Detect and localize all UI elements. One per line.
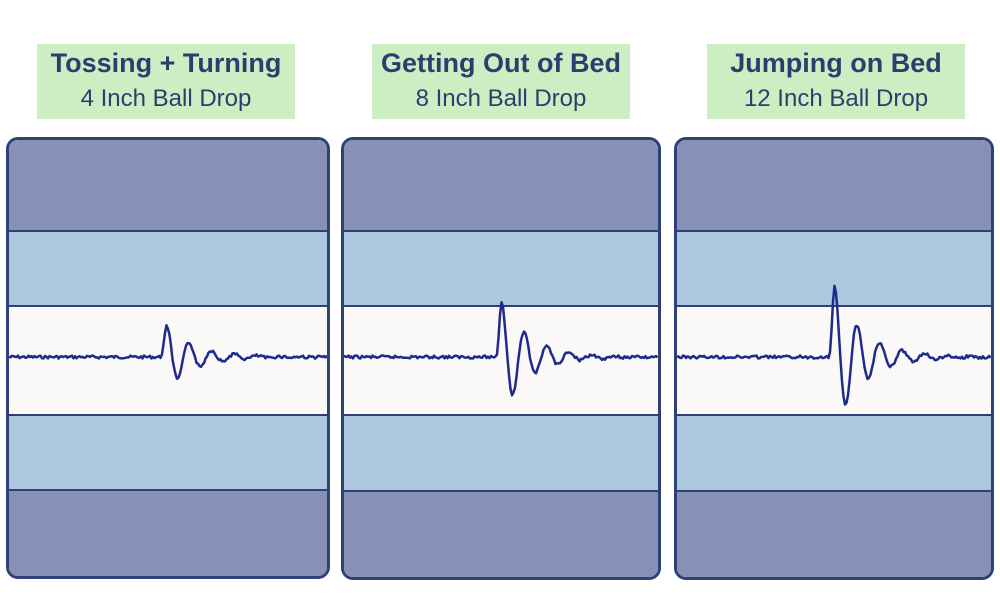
outer-band-top [677,140,991,230]
panel-subtitle: 8 Inch Ball Drop [415,85,587,112]
vibration-waveform [677,284,991,406]
waveform-line [9,324,327,380]
inner-band-bottom [9,414,327,489]
outer-band-bottom [9,489,327,576]
panel-header: Tossing + Turning 4 Inch Ball Drop [37,44,295,119]
waveform-line [344,301,658,397]
panel-header: Jumping on Bed 12 Inch Ball Drop [707,44,965,119]
inner-band-bottom [677,414,991,490]
center-band [9,305,327,414]
mattress-diagram [674,137,994,580]
panel-title: Tossing + Turning [50,48,282,78]
outer-band-top [344,140,658,230]
vibration-waveform [9,324,327,380]
inner-band-bottom [344,414,658,490]
waveform-line [677,284,991,406]
outer-band-bottom [344,490,658,577]
panel-title: Jumping on Bed [730,48,942,78]
inner-band-top [344,230,658,305]
panel-title: Getting Out of Bed [381,48,621,78]
outer-band-top [9,140,327,230]
outer-band-bottom [677,490,991,577]
panel-header: Getting Out of Bed 8 Inch Ball Drop [372,44,630,119]
mattress-diagram [6,137,330,579]
panel-subtitle: 12 Inch Ball Drop [743,85,929,112]
vibration-waveform [344,301,658,397]
panel-subtitle: 4 Inch Ball Drop [80,85,252,112]
mattress-diagram [341,137,661,580]
inner-band-top [9,230,327,305]
